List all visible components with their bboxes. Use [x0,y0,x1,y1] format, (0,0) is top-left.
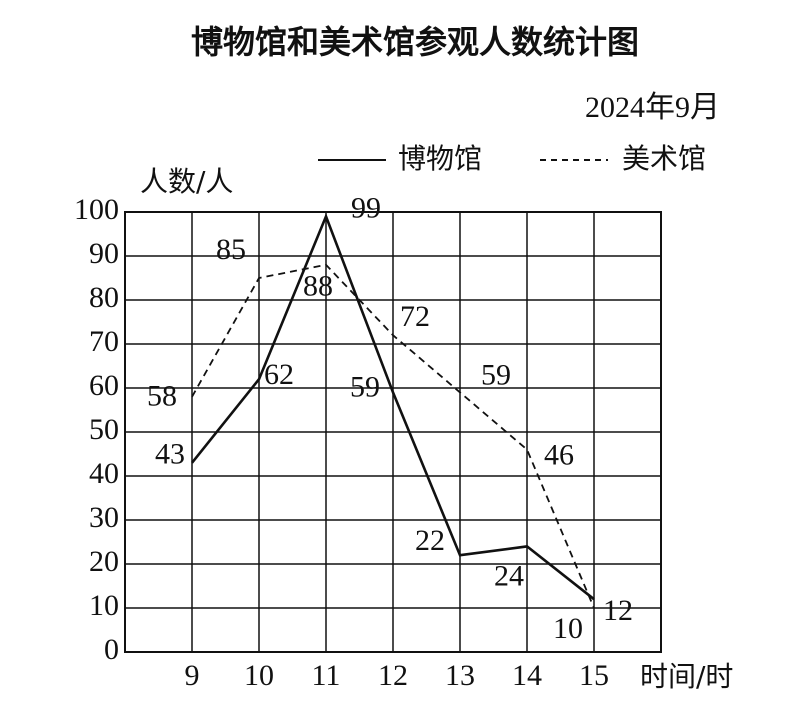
y-axis-label: 人数/人 [140,165,233,198]
y-tick-label: 100 [74,193,119,226]
y-tick-label: 90 [89,237,119,270]
data-label: 46 [544,438,574,471]
chart-subtitle: 2024年9月 [585,91,720,124]
y-tick-label: 80 [89,281,119,314]
data-label: 12 [603,594,633,627]
x-tick-label: 10 [244,659,274,692]
data-label: 88 [303,270,333,303]
x-axis-label: 时间/时 [640,660,733,693]
data-label: 85 [216,233,246,266]
y-tick-label: 60 [89,369,119,402]
data-label: 59 [481,358,511,391]
data-label: 24 [494,559,524,592]
y-tick-label: 0 [104,633,119,666]
x-tick-label: 11 [312,659,341,692]
data-label: 58 [147,380,177,413]
data-label: 99 [351,191,381,224]
x-tick-label: 14 [512,659,542,692]
data-label: 72 [400,300,430,333]
x-tick-label: 13 [445,659,475,692]
data-label: 62 [264,358,294,391]
legend-label: 博物馆 [398,142,482,175]
y-tick-label: 20 [89,545,119,578]
x-tick-label: 15 [579,659,609,692]
data-label: 59 [350,370,380,403]
data-label: 10 [553,612,583,645]
x-tick-label: 12 [378,659,408,692]
y-tick-label: 10 [89,589,119,622]
legend-label: 美术馆 [622,142,706,175]
series-line [191,263,595,609]
y-tick-label: 30 [89,501,119,534]
series-line [190,212,595,601]
y-tick-label: 40 [89,457,119,490]
x-tick-label: 9 [185,659,200,692]
y-tick-label: 50 [89,413,119,446]
chart-title: 博物馆和美术馆参观人数统计图 [191,23,639,61]
data-label: 43 [155,438,185,471]
y-tick-label: 70 [89,325,119,358]
data-label: 22 [415,524,445,557]
